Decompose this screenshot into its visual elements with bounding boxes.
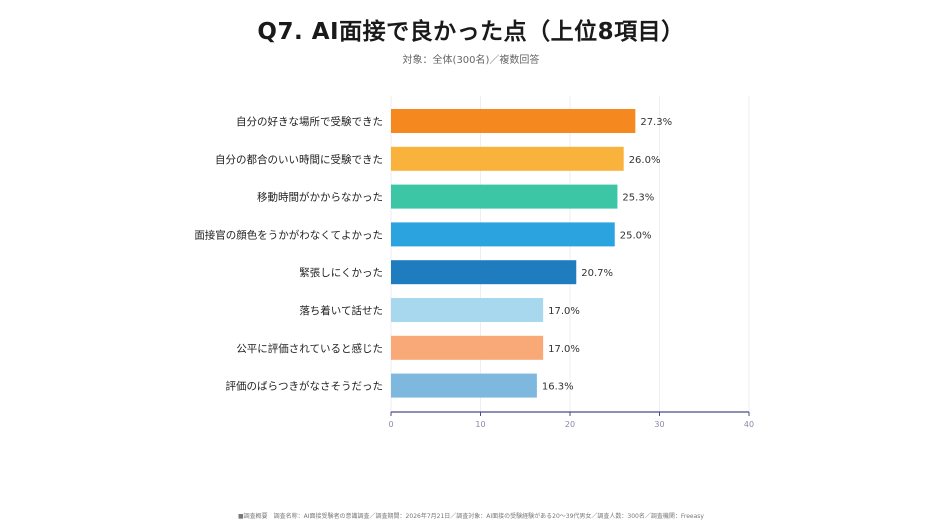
value-label: 25.3% <box>622 193 654 204</box>
value-label: 20.7% <box>581 268 613 279</box>
chart-subtitle: 対象：全体(300名)／複数回答 <box>402 55 540 66</box>
bar <box>391 373 537 398</box>
bar <box>391 298 544 322</box>
bar <box>391 335 544 360</box>
x-tick-label: 0 <box>388 420 393 429</box>
value-label: 16.3% <box>542 382 574 393</box>
category-label: 落ち着いて話せた <box>299 304 383 317</box>
bar <box>391 109 636 133</box>
category-label: 公平に評価されていると感じた <box>236 342 383 355</box>
category-label: 自分の都合のいい時間に受験できた <box>215 153 383 166</box>
value-label: 26.0% <box>629 155 661 166</box>
x-tick-label: 20 <box>565 420 575 429</box>
x-tick-label: 30 <box>654 420 664 429</box>
bar <box>391 260 577 285</box>
value-label: 25.0% <box>620 230 652 241</box>
x-tick-label: 10 <box>475 420 485 429</box>
value-label: 27.3% <box>640 117 672 128</box>
bar <box>391 146 624 171</box>
category-label: 面接官の顔色をうかがわなくてよかった <box>194 228 383 241</box>
value-label: 17.0% <box>548 306 580 317</box>
survey-footnote: ■調査概要 調査名称：AI面接受験者の意識調査／調査期間：2026年7月21日／… <box>238 513 704 520</box>
bar <box>391 222 615 247</box>
x-tick-label: 40 <box>744 420 754 429</box>
category-label: 評価のばらつきがなさそうだった <box>226 380 384 393</box>
category-label: 緊張しにくかった <box>299 267 383 279</box>
category-label: 自分の好きな場所で受験できた <box>236 115 383 128</box>
bar <box>391 184 618 209</box>
category-label: 移動時間がかからなかった <box>257 191 383 204</box>
value-label: 17.0% <box>548 344 580 355</box>
chart-title: Q7. AI面接で良かった点（上位8項目） <box>257 19 685 45</box>
